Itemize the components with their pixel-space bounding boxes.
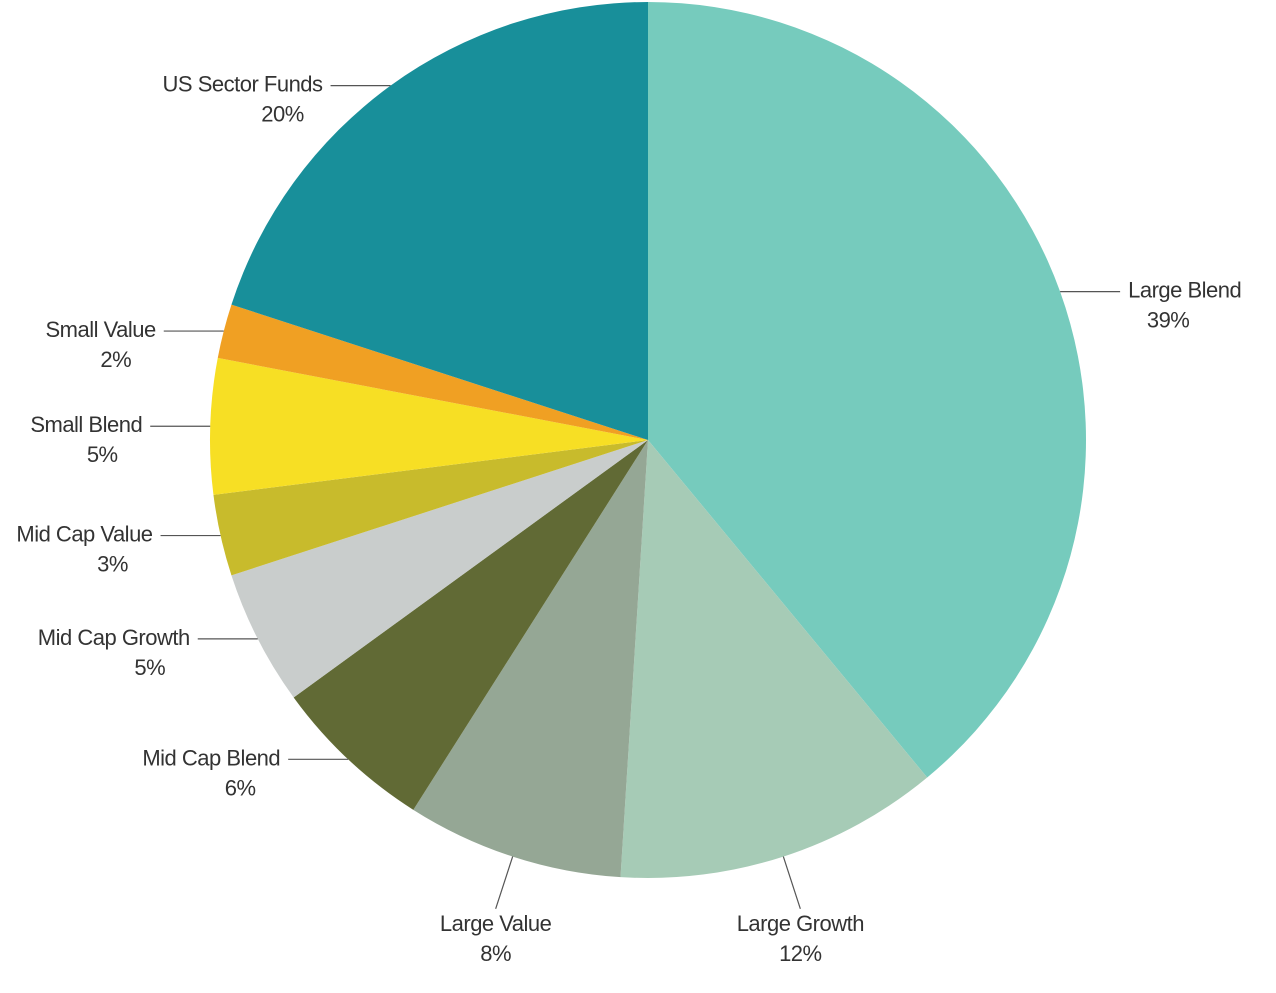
pie-slice (648, 2, 1086, 778)
leader-line (495, 856, 514, 910)
slice-label: Large Growth (737, 911, 864, 936)
pie-slice (293, 440, 648, 810)
slice-value-label: 8% (480, 941, 511, 966)
slice-label: Large Value (440, 911, 552, 936)
pie-slice (413, 440, 648, 878)
slice-value-label: 39% (1147, 308, 1190, 333)
leader-line (782, 856, 801, 910)
pie-slice (231, 2, 648, 440)
pie-slice (209, 357, 648, 495)
pie-slice (217, 304, 648, 440)
slice-label: Mid Cap Value (16, 522, 152, 547)
slice-value-label: 12% (779, 941, 822, 966)
slice-value-label: 20% (261, 102, 304, 127)
pie-slice (620, 440, 928, 878)
slice-value-label: 6% (225, 775, 256, 800)
slice-label: Large Blend (1128, 278, 1241, 303)
slice-label: Mid Cap Growth (38, 625, 190, 650)
slice-label: US Sector Funds (163, 72, 324, 97)
slice-label: Mid Cap Blend (142, 745, 280, 770)
slice-value-label: 5% (134, 655, 165, 680)
slice-value-label: 5% (87, 442, 118, 467)
pie-slice (231, 440, 648, 698)
slice-value-label: 2% (100, 347, 131, 372)
slice-label: Small Blend (30, 412, 142, 437)
slice-label: Small Value (45, 317, 156, 342)
pie-slice (213, 440, 648, 576)
slice-value-label: 3% (97, 552, 128, 577)
